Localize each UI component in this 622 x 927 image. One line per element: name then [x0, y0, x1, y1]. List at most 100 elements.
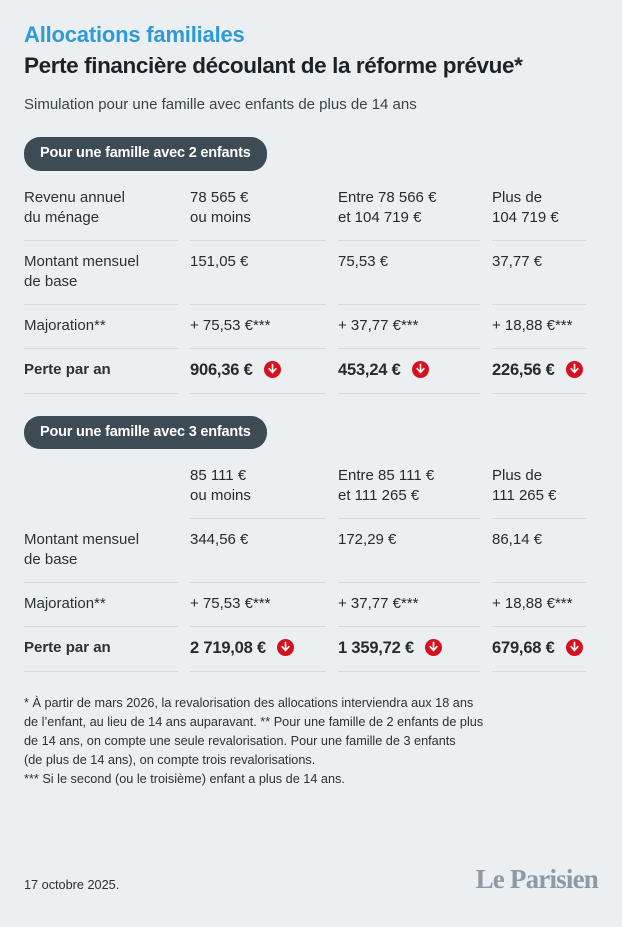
- value-cell-col1: 151,05 €: [190, 241, 338, 305]
- table-row: Majoration** + 75,53 €*** + 37,77 €*** +…: [24, 583, 598, 627]
- value-line1: Entre 85 111 €: [338, 467, 435, 484]
- table-row-total: Perte par an 906,36 € 453,24 €: [24, 349, 598, 394]
- value-cell-col1: + 75,53 €***: [190, 305, 338, 349]
- publication-date: 17 octobre 2025.: [24, 878, 120, 892]
- row-label-line2: de base: [24, 272, 78, 290]
- table-3-enfants: 85 111 € ou moins Entre 85 111 € et 111 …: [24, 455, 598, 672]
- value-cell-col2: + 37,77 €***: [338, 305, 492, 349]
- kicker-title: Allocations familiales: [24, 22, 245, 47]
- value-line1: Plus de: [492, 188, 543, 206]
- value-line1: + 37,77 €***: [338, 595, 419, 612]
- row-label-line1: Montant mensuel: [24, 531, 140, 548]
- value-cell-col3: 37,77 €: [492, 241, 598, 305]
- value-line1: 172,29 €: [338, 531, 397, 548]
- value-cell-col3: 226,56 €: [492, 349, 598, 394]
- value-line1: + 18,88 €***: [492, 316, 573, 334]
- value-line1: 75,53 €: [338, 252, 389, 270]
- value-cell-col3: 86,14 €: [492, 519, 598, 583]
- value-line1: 37,77 €: [492, 252, 543, 270]
- row-label-cell: Montant mensuel de base: [24, 241, 190, 305]
- value-cell-col3: + 18,88 €***: [492, 583, 598, 627]
- value-cell-col2: 75,53 €: [338, 241, 492, 305]
- value-line2: 104 719 €: [492, 208, 559, 226]
- row-label-cell: [24, 455, 190, 519]
- value-line2: et 104 719 €: [338, 208, 422, 226]
- value-line2: ou moins: [190, 487, 251, 504]
- row-label-line1: Majoration**: [24, 316, 106, 334]
- footer: 17 octobre 2025. Le Parisien: [24, 864, 599, 894]
- table-2-enfants: Revenu annuel du ménage 78 565 € ou moin…: [24, 177, 598, 394]
- value-cell-col1: 2 719,08 €: [190, 627, 338, 672]
- table-row: Majoration** + 75,53 €*** + 37,77 €*** +…: [24, 305, 598, 349]
- row-label-line1: Majoration**: [24, 595, 106, 612]
- footnote-line-5: *** Si le second (ou le troisième) enfan…: [24, 772, 345, 786]
- arrow-down-icon: [565, 360, 583, 378]
- page-title: Perte financière découlant de la réforme…: [24, 53, 523, 78]
- footnote-line-1: * À partir de mars 2026, la revalorisati…: [24, 696, 474, 710]
- value-line1: 86,14 €: [492, 531, 543, 548]
- value-cell-col3: 679,68 €: [492, 627, 598, 672]
- table-row: Montant mensuel de base 151,05 € 75,53 €…: [24, 241, 598, 305]
- value-line1: 906,36 €: [190, 360, 253, 379]
- row-label-cell: Majoration**: [24, 583, 190, 627]
- value-line1: + 75,53 €***: [190, 316, 271, 334]
- table-row: Revenu annuel du ménage 78 565 € ou moin…: [24, 177, 598, 241]
- value-cell-col3: Plus de 104 719 €: [492, 177, 598, 241]
- footnotes: * À partir de mars 2026, la revalorisati…: [24, 694, 598, 789]
- value-line1: 679,68 €: [492, 639, 555, 657]
- row-label-line2: de base: [24, 551, 78, 568]
- table-row: Montant mensuel de base 344,56 € 172,29 …: [24, 519, 598, 583]
- value-cell-col2: Entre 85 111 € et 111 265 €: [338, 455, 492, 519]
- value-cell-col3: Plus de 111 265 €: [492, 455, 598, 519]
- arrow-down-icon: [565, 639, 583, 656]
- value-line1: 78 565 €: [190, 188, 249, 206]
- value-cell-col2: + 37,77 €***: [338, 583, 492, 627]
- row-label-cell: Majoration**: [24, 305, 190, 349]
- table-row: 85 111 € ou moins Entre 85 111 € et 111 …: [24, 455, 598, 519]
- value-cell-col1: 906,36 €: [190, 349, 338, 394]
- row-label-line2: du ménage: [24, 208, 100, 226]
- value-line1: 226,56 €: [492, 360, 555, 379]
- value-line1: 85 111 €: [190, 467, 247, 484]
- value-line1: + 18,88 €***: [492, 595, 573, 612]
- footnote-line-4: (de plus de 14 ans), on compte trois rev…: [24, 753, 316, 767]
- value-cell-col2: 453,24 €: [338, 349, 492, 394]
- value-line1: 344,56 €: [190, 531, 249, 548]
- value-cell-col2: Entre 78 566 € et 104 719 €: [338, 177, 492, 241]
- value-line2: ou moins: [190, 208, 251, 226]
- le-parisien-logo: Le Parisien: [475, 864, 599, 894]
- value-cell-col1: 344,56 €: [190, 519, 338, 583]
- value-line1: 151,05 €: [190, 252, 249, 270]
- value-line1: Plus de: [492, 467, 543, 484]
- row-label-line1: Revenu annuel: [24, 188, 125, 206]
- footnote-line-2: de l’enfant, au lieu de 14 ans auparavan…: [24, 715, 484, 729]
- row-label-cell: Perte par an: [24, 627, 190, 672]
- arrow-down-icon: [411, 360, 429, 378]
- section-pill-label: Pour une famille avec 3 enfants: [24, 415, 267, 449]
- value-cell-col1: 78 565 € ou moins: [190, 177, 338, 241]
- value-line2: et 111 265 €: [338, 487, 420, 504]
- value-line1: 1 359,72 €: [338, 639, 414, 657]
- row-label-cell: Montant mensuel de base: [24, 519, 190, 583]
- arrow-down-icon: [263, 360, 281, 378]
- arrow-down-icon: [425, 639, 443, 656]
- value-line1: + 37,77 €***: [338, 316, 419, 334]
- value-cell-col3: + 18,88 €***: [492, 305, 598, 349]
- value-line1: + 75,53 €***: [190, 595, 271, 612]
- value-cell-col2: 1 359,72 €: [338, 627, 492, 672]
- section-header-2-enfants: Pour une famille avec 2 enfants: [24, 137, 598, 171]
- row-label-line1: Perte par an: [24, 360, 111, 378]
- footnote-line-3: de 14 ans, on compte une seule revaloris…: [24, 734, 456, 748]
- arrow-down-icon: [277, 639, 295, 656]
- row-label-cell: Revenu annuel du ménage: [24, 177, 190, 241]
- value-line1: 2 719,08 €: [190, 639, 266, 657]
- value-cell-col1: + 75,53 €***: [190, 583, 338, 627]
- row-label-line1: Montant mensuel: [24, 252, 140, 270]
- row-label-cell: Perte par an: [24, 349, 190, 394]
- value-line1: 453,24 €: [338, 360, 401, 379]
- section-header-3-enfants: Pour une famille avec 3 enfants: [24, 415, 598, 449]
- value-cell-col1: 85 111 € ou moins: [190, 455, 338, 519]
- section-pill-label: Pour une famille avec 2 enfants: [24, 137, 267, 171]
- value-line1: Entre 78 566 €: [338, 188, 437, 206]
